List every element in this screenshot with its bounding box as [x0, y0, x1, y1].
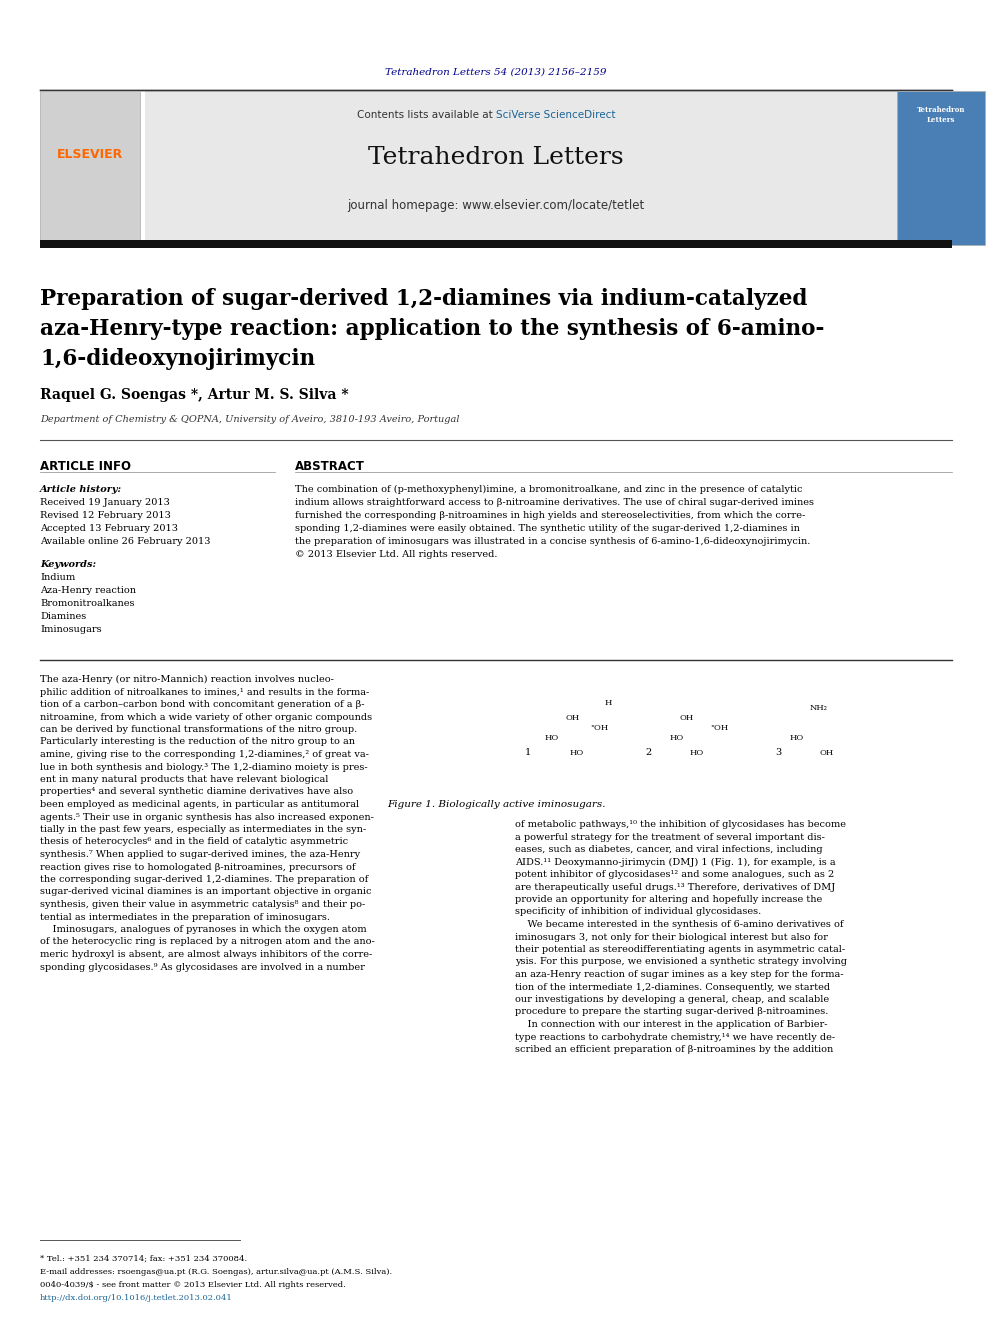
Text: Iminosugars: Iminosugars	[40, 624, 101, 634]
Bar	[145, 91, 902, 245]
Text: ELSEVIER: ELSEVIER	[57, 148, 123, 161]
Text: tential as intermediates in the preparation of iminosugars.: tential as intermediates in the preparat…	[40, 913, 330, 922]
Text: http://dx.doi.org/10.1016/j.tetlet.2013.02.041: http://dx.doi.org/10.1016/j.tetlet.2013.…	[40, 1294, 233, 1302]
Text: 1: 1	[525, 747, 532, 757]
Text: We became interested in the synthesis of 6-amino derivatives of: We became interested in the synthesis of…	[515, 919, 843, 929]
Text: are therapeutically useful drugs.¹³ Therefore, derivatives of DMJ: are therapeutically useful drugs.¹³ Ther…	[515, 882, 835, 892]
Text: thesis of heterocycles⁶ and in the field of catalytic asymmetric: thesis of heterocycles⁶ and in the field…	[40, 837, 348, 847]
Text: * Tel.: +351 234 370714; fax: +351 234 370084.: * Tel.: +351 234 370714; fax: +351 234 3…	[40, 1256, 247, 1263]
Bar	[40, 239, 952, 247]
Text: their potential as stereodifferentiating agents in asymmetric catal-: their potential as stereodifferentiating…	[515, 945, 845, 954]
Text: The combination of (p-methoxyphenyl)imine, a bromonitroalkane, and zinc in the p: The combination of (p-methoxyphenyl)imin…	[295, 486, 803, 493]
Text: ysis. For this purpose, we envisioned a synthetic strategy involving: ysis. For this purpose, we envisioned a …	[515, 958, 847, 967]
Text: © 2013 Elsevier Ltd. All rights reserved.: © 2013 Elsevier Ltd. All rights reserved…	[295, 550, 498, 560]
Text: Department of Chemistry & QOPNA, University of Aveiro, 3810-193 Aveiro, Portugal: Department of Chemistry & QOPNA, Univers…	[40, 415, 459, 423]
Text: 3: 3	[775, 747, 782, 757]
Text: Figure 1. Biologically active iminosugars.: Figure 1. Biologically active iminosugar…	[387, 800, 605, 808]
Text: Indium: Indium	[40, 573, 75, 582]
Text: the corresponding sugar-derived 1,2-diamines. The preparation of: the corresponding sugar-derived 1,2-diam…	[40, 875, 368, 884]
Text: Bromonitroalkanes: Bromonitroalkanes	[40, 599, 135, 609]
Text: scribed an efficient preparation of β-nitroamines by the addition: scribed an efficient preparation of β-ni…	[515, 1045, 833, 1054]
Text: Tetrahedron Letters 54 (2013) 2156–2159: Tetrahedron Letters 54 (2013) 2156–2159	[385, 67, 607, 77]
Text: Available online 26 February 2013: Available online 26 February 2013	[40, 537, 210, 546]
Text: meric hydroxyl is absent, are almost always inhibitors of the corre-: meric hydroxyl is absent, are almost alw…	[40, 950, 372, 959]
Text: aza-Henry-type reaction: application to the synthesis of 6-amino-: aza-Henry-type reaction: application to …	[40, 318, 824, 340]
Text: sugar-derived vicinal diamines is an important objective in organic: sugar-derived vicinal diamines is an imp…	[40, 888, 371, 897]
Text: sponding 1,2-diamines were easily obtained. The synthetic utility of the sugar-d: sponding 1,2-diamines were easily obtain…	[295, 524, 800, 533]
Text: ABSTRACT: ABSTRACT	[295, 460, 365, 474]
Text: tion of the intermediate 1,2-diamines. Consequently, we started: tion of the intermediate 1,2-diamines. C…	[515, 983, 830, 991]
Bar	[40, 91, 140, 245]
Text: journal homepage: www.elsevier.com/locate/tetlet: journal homepage: www.elsevier.com/locat…	[347, 198, 645, 212]
Text: reaction gives rise to homologated β-nitroamines, precursors of: reaction gives rise to homologated β-nit…	[40, 863, 355, 872]
Text: The aza-Henry (or nitro-Mannich) reaction involves nucleo-: The aza-Henry (or nitro-Mannich) reactio…	[40, 675, 334, 684]
Text: HO: HO	[545, 734, 559, 742]
Text: HO: HO	[790, 734, 805, 742]
Bar	[897, 91, 985, 245]
Text: indium allows straightforward access to β-nitroamine derivatives. The use of chi: indium allows straightforward access to …	[295, 497, 814, 507]
Text: Iminosugars, analogues of pyranoses in which the oxygen atom: Iminosugars, analogues of pyranoses in w…	[40, 925, 367, 934]
Text: AIDS.¹¹ Deoxymanno-jirimycin (DMJ) 1 (Fig. 1), for example, is a: AIDS.¹¹ Deoxymanno-jirimycin (DMJ) 1 (Fi…	[515, 857, 835, 867]
Text: amine, giving rise to the corresponding 1,2-diamines,² of great va-: amine, giving rise to the corresponding …	[40, 750, 369, 759]
Text: OH: OH	[820, 749, 834, 757]
Text: 2: 2	[645, 747, 652, 757]
Text: Contents lists available at: Contents lists available at	[357, 110, 496, 120]
Text: Preparation of sugar-derived 1,2-diamines via indium-catalyzed: Preparation of sugar-derived 1,2-diamine…	[40, 288, 807, 310]
Text: of the heterocyclic ring is replaced by a nitrogen atom and the ano-: of the heterocyclic ring is replaced by …	[40, 938, 375, 946]
Text: iminosugars 3, not only for their biological interest but also for: iminosugars 3, not only for their biolog…	[515, 933, 828, 942]
Text: E-mail addresses: rsoengas@ua.pt (R.G. Soengas), artur.silva@ua.pt (A.M.S. Silva: E-mail addresses: rsoengas@ua.pt (R.G. S…	[40, 1267, 392, 1275]
Text: Raquel G. Soengas *, Artur M. S. Silva *: Raquel G. Soengas *, Artur M. S. Silva *	[40, 388, 348, 402]
Text: HO: HO	[570, 749, 584, 757]
Text: Tetrahedron
Letters: Tetrahedron Letters	[917, 106, 965, 123]
Text: ent in many natural products that have relevant biological: ent in many natural products that have r…	[40, 775, 328, 785]
Text: Aza-Henry reaction: Aza-Henry reaction	[40, 586, 136, 595]
Text: SciVerse ScienceDirect: SciVerse ScienceDirect	[496, 110, 615, 120]
Text: procedure to prepare the starting sugar-derived β-nitroamines.: procedure to prepare the starting sugar-…	[515, 1008, 828, 1016]
Text: provide an opportunity for altering and hopefully increase the: provide an opportunity for altering and …	[515, 894, 822, 904]
Text: Keywords:: Keywords:	[40, 560, 96, 569]
Text: Received 19 January 2013: Received 19 January 2013	[40, 497, 170, 507]
Text: been employed as medicinal agents, in particular as antitumoral: been employed as medicinal agents, in pa…	[40, 800, 359, 808]
Text: an aza-Henry reaction of sugar imines as a key step for the forma-: an aza-Henry reaction of sugar imines as…	[515, 970, 843, 979]
Text: sponding glycosidases.⁹ As glycosidases are involved in a number: sponding glycosidases.⁹ As glycosidases …	[40, 963, 365, 971]
Text: "OH: "OH	[710, 724, 728, 732]
Text: OH: OH	[680, 714, 694, 722]
Text: In connection with our interest in the application of Barbier-: In connection with our interest in the a…	[515, 1020, 827, 1029]
Text: agents.⁵ Their use in organic synthesis has also increased exponen-: agents.⁵ Their use in organic synthesis …	[40, 812, 374, 822]
Text: can be derived by functional transformations of the nitro group.: can be derived by functional transformat…	[40, 725, 357, 734]
Text: "OH: "OH	[590, 724, 608, 732]
Text: HO: HO	[670, 734, 684, 742]
Text: a powerful strategy for the treatment of several important dis-: a powerful strategy for the treatment of…	[515, 832, 825, 841]
Text: HO: HO	[690, 749, 704, 757]
Text: properties⁴ and several synthetic diamine derivatives have also: properties⁴ and several synthetic diamin…	[40, 787, 353, 796]
Text: philic addition of nitroalkanes to imines,¹ and results in the forma-: philic addition of nitroalkanes to imine…	[40, 688, 369, 696]
Text: Accepted 13 February 2013: Accepted 13 February 2013	[40, 524, 178, 533]
Text: type reactions to carbohydrate chemistry,¹⁴ we have recently de-: type reactions to carbohydrate chemistry…	[515, 1032, 835, 1041]
Text: Particularly interesting is the reduction of the nitro group to an: Particularly interesting is the reductio…	[40, 737, 355, 746]
Text: of metabolic pathways,¹⁰ the inhibition of glycosidases has become: of metabolic pathways,¹⁰ the inhibition …	[515, 820, 846, 830]
Text: NH₂: NH₂	[810, 704, 828, 712]
Text: specificity of inhibition of individual glycosidases.: specificity of inhibition of individual …	[515, 908, 761, 917]
Text: eases, such as diabetes, cancer, and viral infections, including: eases, such as diabetes, cancer, and vir…	[515, 845, 822, 855]
Text: tially in the past few years, especially as intermediates in the syn-: tially in the past few years, especially…	[40, 826, 366, 833]
Text: tion of a carbon–carbon bond with concomitant generation of a β-: tion of a carbon–carbon bond with concom…	[40, 700, 364, 709]
Text: Diamines: Diamines	[40, 613, 86, 620]
Text: synthesis.⁷ When applied to sugar-derived imines, the aza-Henry: synthesis.⁷ When applied to sugar-derive…	[40, 849, 360, 859]
Text: 1,6-dideoxynojirimycin: 1,6-dideoxynojirimycin	[40, 348, 315, 370]
Text: the preparation of iminosugars was illustrated in a concise synthesis of 6-amino: the preparation of iminosugars was illus…	[295, 537, 810, 546]
Text: lue in both synthesis and biology.³ The 1,2-diamino moiety is pres-: lue in both synthesis and biology.³ The …	[40, 762, 368, 771]
Text: Article history:: Article history:	[40, 486, 122, 493]
Text: potent inhibitor of glycosidases¹² and some analogues, such as 2: potent inhibitor of glycosidases¹² and s…	[515, 871, 834, 878]
Text: furnished the corresponding β-nitroamines in high yields and stereoselectivities: furnished the corresponding β-nitroamine…	[295, 511, 806, 520]
Text: 0040-4039/$ - see front matter © 2013 Elsevier Ltd. All rights reserved.: 0040-4039/$ - see front matter © 2013 El…	[40, 1281, 346, 1289]
Text: H: H	[605, 699, 612, 706]
Text: nitroamine, from which a wide variety of other organic compounds: nitroamine, from which a wide variety of…	[40, 713, 372, 721]
Text: our investigations by developing a general, cheap, and scalable: our investigations by developing a gener…	[515, 995, 829, 1004]
Text: Revised 12 February 2013: Revised 12 February 2013	[40, 511, 171, 520]
Bar	[515, 680, 975, 790]
Text: ARTICLE INFO: ARTICLE INFO	[40, 460, 131, 474]
Text: synthesis, given their value in asymmetric catalysis⁸ and their po-: synthesis, given their value in asymmetr…	[40, 900, 365, 909]
Text: Tetrahedron Letters: Tetrahedron Letters	[368, 147, 624, 169]
Text: OH: OH	[565, 714, 579, 722]
